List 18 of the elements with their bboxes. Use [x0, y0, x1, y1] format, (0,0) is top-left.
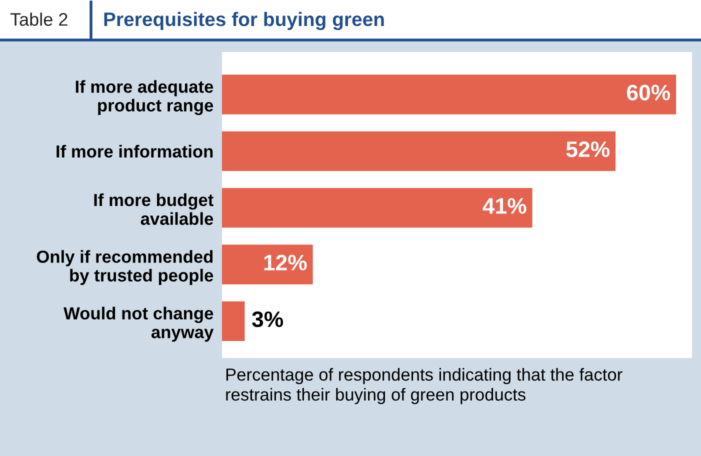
chart-title: Prerequisites for buying green	[104, 12, 384, 30]
bar	[222, 188, 532, 228]
data-label: 3%	[252, 311, 284, 328]
bar	[222, 301, 245, 341]
data-label: 52%	[566, 141, 610, 158]
bar	[222, 244, 313, 284]
y-tick-label: If more budget available	[94, 193, 214, 225]
x-axis-title: Percentage of respondents indicating that the factor restrains their buying of green products	[226, 368, 622, 404]
y-tick-label: Only if recommended by trusted people	[36, 250, 214, 285]
y-tick-label: Would not change anyway	[64, 306, 214, 342]
y-tick-label: If more adequate product range	[76, 80, 214, 116]
bar	[222, 131, 616, 171]
data-label: 41%	[482, 198, 526, 214]
data-label: 12%	[264, 254, 307, 270]
y-tick-label: If more information	[56, 144, 213, 158]
data-label: 60%	[626, 84, 670, 100]
caption: Table 2	[10, 12, 68, 26]
bar	[222, 74, 676, 114]
